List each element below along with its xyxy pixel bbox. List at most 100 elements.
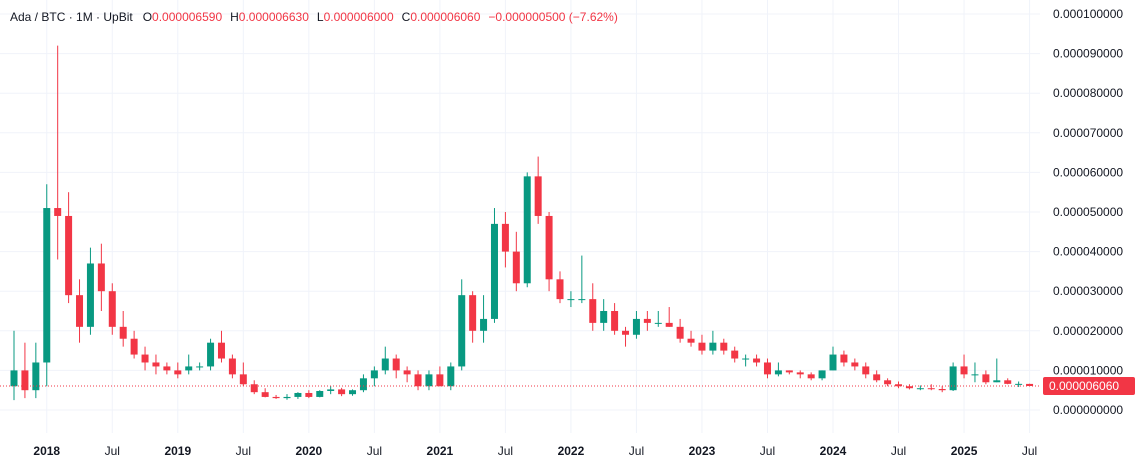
x-tick-label: 2019 <box>164 444 191 458</box>
x-tick-label: Jul <box>1022 444 1037 458</box>
candle-body <box>163 366 171 371</box>
candle <box>785 370 793 375</box>
candle <box>982 370 990 385</box>
candle-body <box>818 370 826 379</box>
candle-body <box>141 354 149 363</box>
candle-body <box>327 389 335 391</box>
candle <box>840 350 848 367</box>
x-tick-label: Jul <box>891 444 906 458</box>
x-tick-label: Jul <box>367 444 382 458</box>
candle <box>414 370 422 391</box>
candle <box>174 362 182 379</box>
candle <box>556 271 564 304</box>
candle <box>381 346 389 375</box>
candle <box>207 338 215 371</box>
y-tick-label: 0.000070000 <box>1053 126 1123 140</box>
candle <box>643 311 651 331</box>
candle-body <box>982 374 990 383</box>
candle-body <box>152 362 160 367</box>
price-axis[interactable]: 0.000000000 0.000010000 0.000020000 0.00003… <box>1053 7 1123 417</box>
y-tick-label: 0.000050000 <box>1053 205 1123 219</box>
candle-body <box>578 299 586 301</box>
candle <box>152 354 160 375</box>
candle <box>501 212 509 268</box>
candle-body <box>927 388 935 390</box>
candle-body <box>21 370 29 391</box>
candle <box>32 342 40 399</box>
candle <box>818 370 826 381</box>
candle-body <box>10 370 18 387</box>
candle-body <box>436 374 444 387</box>
candle <box>665 307 673 327</box>
candle-body <box>207 342 215 367</box>
candle-body <box>993 380 1001 383</box>
last-price-tag-bg <box>1043 377 1135 396</box>
candle <box>1015 381 1023 388</box>
candle-body <box>611 311 619 331</box>
candle <box>403 366 411 383</box>
candle <box>65 192 73 304</box>
candle-body <box>622 330 630 335</box>
candle-body <box>185 366 193 371</box>
y-tick-label: 0.000090000 <box>1053 47 1123 61</box>
y-tick-label: 0.000080000 <box>1053 86 1123 100</box>
x-tick-label: 2018 <box>33 444 60 458</box>
candle-body <box>676 326 684 339</box>
candle <box>753 354 761 367</box>
candle <box>272 394 280 399</box>
candle-body <box>731 350 739 359</box>
candle-body <box>862 366 870 375</box>
candle-body <box>687 338 695 343</box>
candle <box>851 358 859 371</box>
candle <box>370 366 378 387</box>
candle-body <box>512 251 520 284</box>
candle-body <box>480 318 488 331</box>
candle <box>698 334 706 355</box>
candle-body <box>217 342 225 359</box>
candle-body <box>600 311 608 323</box>
candle-body <box>884 380 892 385</box>
candle-body <box>174 370 182 375</box>
candle-body <box>447 366 455 387</box>
candle-body <box>43 208 51 363</box>
candle-body <box>1026 383 1034 387</box>
candle-body <box>556 279 564 300</box>
high-value: 0.000006630 <box>238 10 309 24</box>
candle-body <box>905 386 913 389</box>
candle <box>305 390 313 399</box>
x-tick-label: Jul <box>629 444 644 458</box>
candle-body <box>873 374 881 381</box>
candle-body <box>196 366 204 368</box>
candle <box>458 279 466 371</box>
candle <box>567 291 575 308</box>
candle <box>916 385 924 391</box>
candle <box>709 330 717 355</box>
candle-body <box>316 390 324 397</box>
candle <box>731 346 739 363</box>
candle <box>294 392 302 399</box>
time-axis[interactable]: 2018 Jul 2019 Jul 2020 Jul 2021 Jul 2022 Jul 2023 J… <box>33 444 1037 458</box>
change-value: −0.000000500 (−7.62%) <box>488 10 618 24</box>
candle <box>632 311 640 339</box>
candle-body <box>458 295 466 367</box>
candle <box>829 346 837 371</box>
candle-body <box>632 318 640 335</box>
candle <box>927 384 935 391</box>
x-tick-label: 2020 <box>295 444 322 458</box>
candle <box>884 378 892 387</box>
candle-body <box>294 392 302 397</box>
candle <box>534 156 542 224</box>
candle-body <box>108 291 116 327</box>
candle <box>338 387 346 397</box>
candle-body <box>1004 380 1012 384</box>
y-tick-label: 0.000010000 <box>1053 363 1123 377</box>
candle <box>654 311 662 327</box>
candle <box>10 330 18 401</box>
symbol-title[interactable]: Ada / BTC · 1M · UpBit <box>10 10 133 24</box>
candle <box>490 208 498 323</box>
candle-body <box>840 354 848 363</box>
candle-body <box>709 342 717 351</box>
candle <box>774 362 782 377</box>
